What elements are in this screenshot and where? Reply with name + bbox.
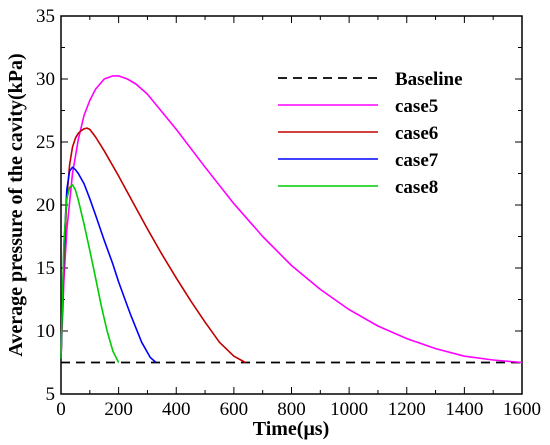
y-tick-label: 5: [46, 384, 56, 405]
series-line-case8: [60, 184, 120, 363]
legend-label-case7: case7: [395, 150, 439, 171]
x-tick-label: 800: [277, 399, 306, 420]
y-tick-label: 10: [36, 321, 55, 342]
legend-label-case8: case8: [395, 177, 438, 198]
legend-label-baseline: Baseline: [395, 69, 463, 90]
series-line-case6: [60, 127, 246, 364]
series-line-case5: [60, 75, 523, 364]
legend-label-case6: case6: [395, 123, 438, 144]
x-tick-label: 600: [220, 399, 249, 420]
legend-label-case5: case5: [395, 96, 438, 117]
x-tick-label: 1200: [388, 399, 426, 420]
x-tick-label: 0: [56, 399, 66, 420]
x-axis-title: Time(μs): [253, 418, 330, 440]
y-axis-title: Average pressure of the cavity(kPa): [5, 53, 27, 356]
series-layer: [60, 75, 523, 364]
x-tick-label: 1000: [330, 399, 368, 420]
x-tick-label: 1600: [503, 399, 541, 420]
x-tick-label: 200: [104, 399, 133, 420]
y-tick-label: 20: [36, 195, 55, 216]
x-tick-label: 1400: [445, 399, 483, 420]
y-tick-label: 15: [36, 258, 55, 279]
axis-ticks: 0 200 400 600 800 1000 1200 1400 1600 5 10 15 20 25 30…: [36, 6, 541, 420]
y-tick-label: 30: [36, 69, 55, 90]
legend: Baseline case5 case6 case7 case8: [278, 69, 463, 198]
series-line-case7: [60, 166, 157, 364]
y-tick-label: 35: [36, 6, 55, 27]
y-tick-label: 25: [36, 132, 55, 153]
x-tick-label: 400: [162, 399, 191, 420]
